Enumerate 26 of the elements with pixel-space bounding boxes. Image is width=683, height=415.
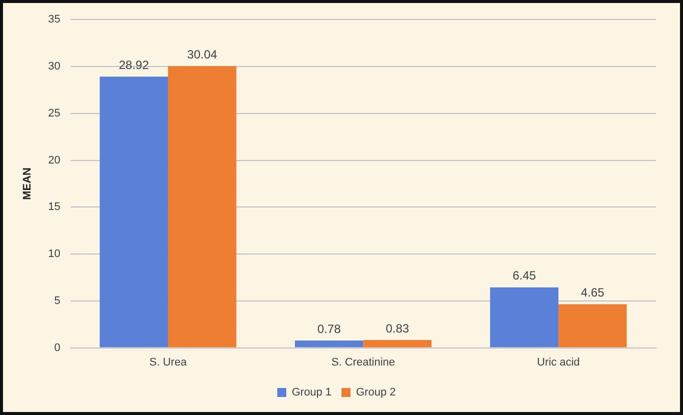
y-tick-label: 10 (48, 248, 60, 260)
bar (490, 287, 558, 348)
x-tick-label: S. Urea (149, 356, 188, 368)
bar (558, 304, 627, 348)
y-tick-label: 5 (54, 294, 60, 307)
x-tick-label: S. Creatinine (331, 356, 396, 368)
y-axis-title: MEAN (22, 167, 34, 200)
legend-label: Group 2 (356, 386, 396, 399)
legend-label: Group 1 (292, 386, 332, 399)
data-label: 6.45 (512, 268, 536, 283)
data-label: 0.83 (386, 321, 410, 336)
data-label: 0.78 (317, 322, 342, 336)
data-label: 4.65 (580, 286, 605, 300)
bar (294, 340, 364, 348)
bar (168, 66, 236, 348)
data-label: 28.92 (118, 58, 150, 72)
y-tick-label: 35 (48, 14, 60, 26)
data-label: 30.04 (187, 47, 218, 62)
x-tick-label: Uric acid (537, 356, 580, 368)
bar (100, 76, 168, 348)
y-tick-label: 30 (48, 60, 60, 73)
bar (363, 340, 432, 348)
y-tick-label: 15 (48, 201, 60, 214)
y-tick-label: 20 (48, 154, 60, 166)
y-tick-label: 25 (48, 107, 60, 120)
y-tick-label: 0 (54, 342, 60, 354)
